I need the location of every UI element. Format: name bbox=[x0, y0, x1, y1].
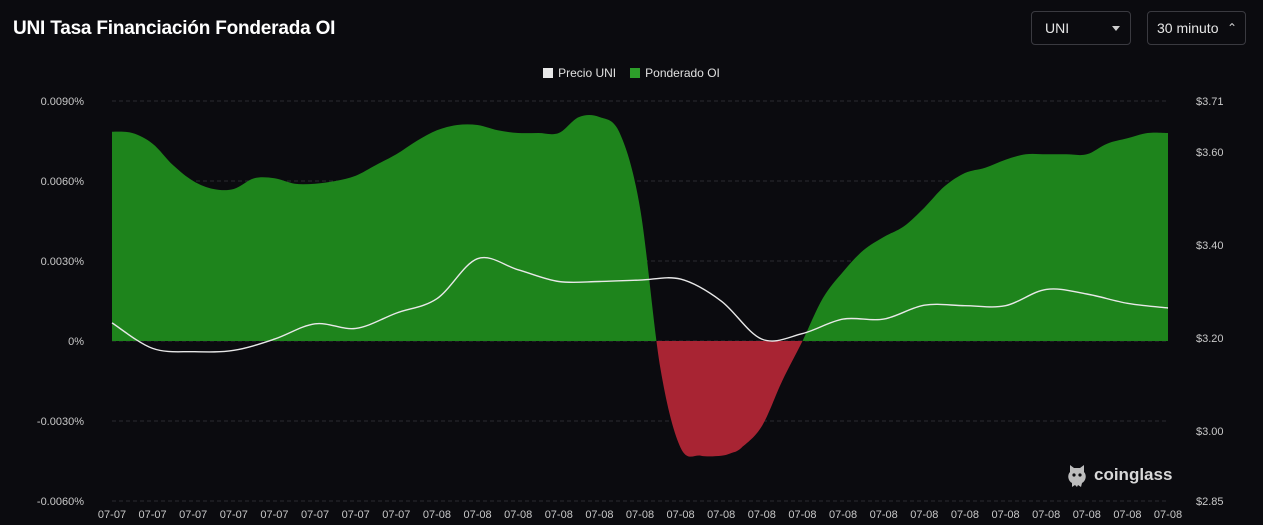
x-tick-label: 07-07 bbox=[342, 509, 370, 521]
y-axis-right: $2.85 $3.00 $3.20 $3.40 $3.60 $3.71 bbox=[1196, 96, 1224, 508]
oi-area bbox=[112, 114, 1168, 457]
x-tick-label: 07-07 bbox=[220, 509, 248, 521]
x-axis: 07-07 07-07 07-07 07-07 07-07 07-07 07-07 07-07… bbox=[98, 509, 1182, 521]
x-tick-label: 07-08 bbox=[748, 509, 776, 521]
y-left-tick-label: 0.0090% bbox=[41, 96, 85, 108]
y-left-tick-label: -0.0030% bbox=[37, 416, 84, 428]
coinglass-logo: coinglass bbox=[1066, 462, 1172, 488]
page-title: UNI Tasa Financiación Fonderada OI bbox=[13, 18, 336, 39]
x-tick-label: 07-08 bbox=[545, 509, 573, 521]
x-tick-label: 07-08 bbox=[585, 509, 613, 521]
x-tick-label: 07-08 bbox=[707, 509, 735, 521]
y-right-tick-label: $3.60 bbox=[1196, 147, 1224, 159]
y-right-tick-label: $3.40 bbox=[1196, 240, 1224, 252]
x-tick-label: 07-08 bbox=[870, 509, 898, 521]
y-left-tick-label: 0.0060% bbox=[41, 176, 85, 188]
x-tick-label: 07-08 bbox=[667, 509, 695, 521]
x-tick-label: 07-08 bbox=[1073, 509, 1101, 521]
x-tick-label: 07-08 bbox=[910, 509, 938, 521]
x-tick-label: 07-07 bbox=[260, 509, 288, 521]
coinglass-logo-icon bbox=[1068, 465, 1086, 487]
up-down-chevron-icon: ⌃ bbox=[1226, 21, 1237, 35]
x-tick-label: 07-08 bbox=[423, 509, 451, 521]
y-right-tick-label: $3.71 bbox=[1196, 96, 1224, 108]
x-tick-label: 07-08 bbox=[1032, 509, 1060, 521]
y-left-tick-label: 0% bbox=[68, 336, 84, 348]
symbol-select-value: UNI bbox=[1045, 20, 1070, 36]
legend-item-oi[interactable]: Ponderado OI bbox=[630, 66, 720, 80]
x-tick-label: 07-08 bbox=[1113, 509, 1141, 521]
y-right-tick-label: $2.85 bbox=[1196, 496, 1224, 508]
price-line bbox=[111, 256, 1169, 353]
price-series-line bbox=[111, 256, 1169, 353]
x-tick-label: 07-08 bbox=[788, 509, 816, 521]
x-tick-label: 07-07 bbox=[98, 509, 126, 521]
y-right-tick-label: $3.20 bbox=[1196, 333, 1224, 345]
y-right-tick-label: $3.00 bbox=[1196, 426, 1224, 438]
legend-item-price[interactable]: Precio UNI bbox=[543, 66, 616, 80]
oi-area-positive bbox=[112, 114, 1168, 341]
x-tick-label: 07-07 bbox=[301, 509, 329, 521]
y-left-tick-label: 0.0030% bbox=[41, 256, 85, 268]
legend-label-price: Precio UNI bbox=[558, 66, 617, 80]
legend-swatch-oi bbox=[630, 68, 641, 78]
legend-label-oi: Ponderado OI bbox=[645, 66, 720, 80]
interval-select-value: 30 minuto bbox=[1157, 20, 1219, 36]
x-tick-label: 07-08 bbox=[951, 509, 979, 521]
x-tick-label: 07-07 bbox=[382, 509, 410, 521]
y-axis-left: -0.0060% -0.0030% 0% 0.0030% 0.0060% 0.0090% bbox=[37, 96, 84, 508]
y-left-tick-label: -0.0060% bbox=[37, 496, 84, 508]
x-tick-label: 07-08 bbox=[626, 509, 654, 521]
symbol-select[interactable]: UNI bbox=[1031, 11, 1131, 45]
chevron-down-icon bbox=[1112, 25, 1120, 31]
legend-swatch-price bbox=[543, 68, 554, 78]
x-tick-label: 07-08 bbox=[991, 509, 1019, 521]
x-tick-label: 07-07 bbox=[139, 509, 167, 521]
x-tick-label: 07-08 bbox=[829, 509, 857, 521]
x-tick-label: 07-07 bbox=[179, 509, 207, 521]
x-tick-label: 07-08 bbox=[463, 509, 491, 521]
coinglass-logo-text: coinglass bbox=[1094, 465, 1173, 484]
x-tick-label: 07-08 bbox=[1154, 509, 1182, 521]
interval-select[interactable]: 30 minuto ⌃ bbox=[1147, 11, 1246, 45]
x-tick-label: 07-08 bbox=[504, 509, 532, 521]
chart-legend: Precio UNI Ponderado OI bbox=[0, 66, 1263, 80]
